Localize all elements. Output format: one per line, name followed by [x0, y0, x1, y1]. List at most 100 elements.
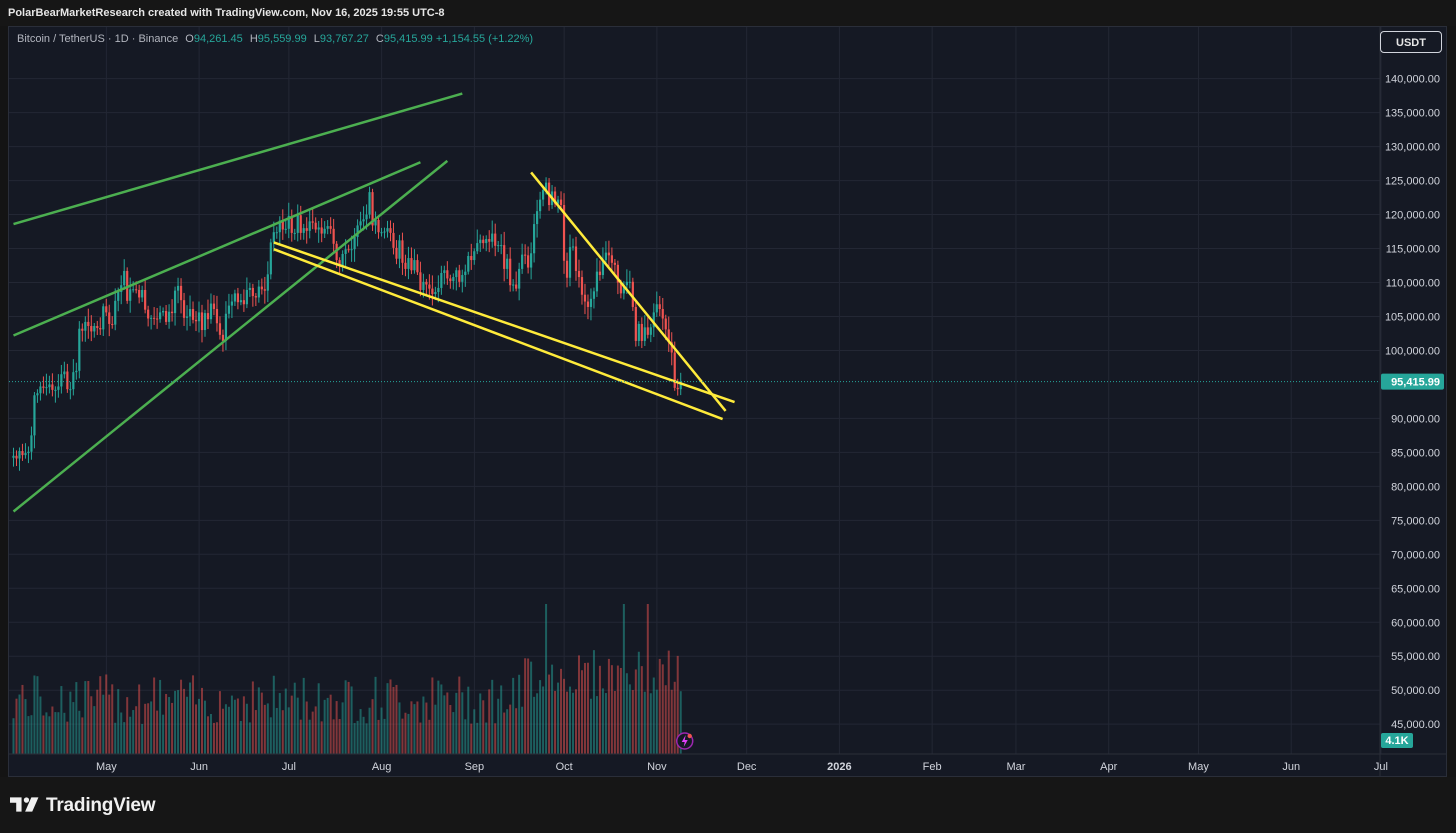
- price-tick-label: 65,000.00: [1391, 583, 1440, 595]
- candle-body: [248, 287, 251, 290]
- volume-bar: [54, 712, 57, 754]
- candle-body: [479, 239, 482, 244]
- price-axis: 140,000.00 135,000.00 130,000.00 125,000.00…: [1379, 27, 1444, 776]
- currency-button[interactable]: USDT: [1380, 31, 1442, 53]
- candle-body: [162, 311, 165, 313]
- candle-body: [254, 296, 257, 298]
- volume-bar: [449, 704, 452, 754]
- volume-bar: [299, 719, 302, 754]
- candle-body: [15, 455, 18, 459]
- volume-bar: [278, 693, 281, 754]
- price-tick-label: 130,000.00: [1385, 142, 1440, 154]
- volume-bar: [326, 697, 329, 754]
- candle-body: [203, 313, 207, 331]
- volume-bar: [239, 720, 242, 754]
- candle-body: [326, 226, 329, 229]
- volume-bar: [18, 694, 21, 754]
- candle-body: [191, 309, 195, 320]
- candle-body: [538, 199, 542, 212]
- candle-body: [257, 286, 260, 298]
- candle-body: [571, 246, 575, 248]
- candle-body: [359, 221, 362, 226]
- volume-bar: [305, 701, 308, 754]
- price-tick-label: 110,000.00: [1386, 278, 1440, 290]
- volume-bar: [230, 695, 233, 754]
- volume-bar: [186, 696, 189, 754]
- volume-bar: [395, 684, 398, 754]
- volume-bar: [425, 702, 428, 754]
- candle-body: [54, 389, 57, 391]
- volume-bar: [467, 686, 470, 754]
- candle-body: [218, 323, 222, 335]
- candle-body: [646, 327, 649, 335]
- candle-body: [497, 245, 500, 247]
- candle-body: [619, 282, 622, 294]
- candle-body: [332, 228, 335, 244]
- volume-bar: [272, 675, 275, 754]
- volume-bar: [30, 715, 33, 754]
- volume-bar: [57, 712, 60, 754]
- high-value: 95,559.99: [257, 33, 307, 45]
- candle-body: [455, 270, 458, 278]
- volume-bar: [165, 693, 168, 754]
- volume-bar: [42, 715, 45, 754]
- candle-body: [640, 323, 643, 341]
- tradingview-brand[interactable]: TradingView: [10, 795, 156, 817]
- candle-body: [586, 301, 590, 307]
- candle-body: [395, 247, 398, 259]
- volume-bar: [138, 684, 141, 754]
- candle-body: [583, 294, 587, 302]
- price-chart[interactable]: 140,000.00 135,000.00 130,000.00 125,000.00…: [9, 27, 1447, 777]
- volume-bar: [212, 722, 215, 754]
- volume-bar: [168, 697, 171, 754]
- candle-body: [533, 224, 536, 254]
- volume-bar: [263, 704, 266, 754]
- middle-channel-line: [13, 161, 421, 337]
- alert-bolt-icon[interactable]: [675, 732, 694, 750]
- time-tick-label: Dec: [737, 761, 757, 773]
- candle-body: [159, 312, 162, 320]
- volume-bar: [649, 693, 652, 754]
- candle-body: [482, 239, 485, 244]
- trend-lines: [12, 92, 735, 513]
- candle-body: [132, 289, 135, 291]
- candle-body: [90, 325, 93, 332]
- close-label: C: [375, 33, 384, 45]
- candle-body: [652, 312, 655, 328]
- candle-body: [338, 260, 341, 266]
- volume-bar: [147, 703, 150, 754]
- price-tick-label: 45,000.00: [1391, 719, 1440, 731]
- volume-bar: [329, 694, 332, 754]
- candle-body: [428, 284, 431, 289]
- time-axis: May Jun Jul Aug Sep Oct Nov Dec 2026 Feb Mar Apr May…: [9, 753, 1446, 773]
- volume-bar: [521, 706, 524, 754]
- candle-body: [488, 239, 491, 242]
- candle-body: [197, 312, 201, 322]
- volume-bar: [93, 706, 96, 754]
- candle-body: [150, 317, 153, 319]
- volume-bar: [120, 712, 123, 754]
- alert-bolt-icon-glyph: [681, 735, 688, 747]
- volume-bar: [637, 651, 640, 754]
- candle-body: [667, 329, 670, 343]
- price-tick-label: 75,000.00: [1391, 515, 1440, 527]
- volume-bar: [580, 670, 583, 754]
- symbol-title[interactable]: Bitcoin / TetherUS · 1D · Binance: [17, 33, 179, 45]
- candle-body: [377, 219, 380, 233]
- price-tick-label: 135,000.00: [1385, 108, 1440, 120]
- volume-bar: [302, 677, 305, 754]
- volume-bar: [183, 688, 186, 754]
- chart-pane[interactable]: 140,000.00 135,000.00 130,000.00 125,000.00…: [8, 26, 1447, 777]
- volume-bar: [601, 688, 604, 754]
- candle-body: [374, 219, 377, 226]
- volume-bar: [78, 710, 81, 754]
- candle-body: [494, 233, 497, 246]
- volume-bar: [503, 712, 506, 754]
- volume-bar: [81, 717, 84, 754]
- volume-bar: [646, 604, 649, 754]
- volume-bar: [634, 669, 637, 754]
- candle-body: [156, 318, 159, 320]
- volume-bar: [129, 716, 132, 754]
- volume-bar: [245, 703, 248, 754]
- volume-bar: [377, 719, 380, 754]
